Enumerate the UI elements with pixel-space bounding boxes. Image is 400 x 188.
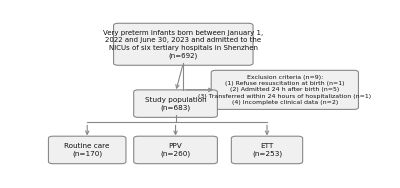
FancyBboxPatch shape	[231, 136, 303, 164]
FancyBboxPatch shape	[134, 136, 218, 164]
Text: Exclusion criteria (n=9):
(1) Refuse resuscitation at birth (n=1)
(2) Admitted 2: Exclusion criteria (n=9): (1) Refuse res…	[198, 75, 371, 105]
Text: Routine care
(n=170): Routine care (n=170)	[64, 143, 110, 157]
FancyBboxPatch shape	[134, 90, 218, 117]
FancyBboxPatch shape	[48, 136, 126, 164]
Text: PPV
(n=260): PPV (n=260)	[160, 143, 191, 157]
Text: Study population
(n=683): Study population (n=683)	[145, 97, 206, 111]
Text: ETT
(n=253): ETT (n=253)	[252, 143, 282, 157]
FancyBboxPatch shape	[114, 23, 253, 65]
Text: Very preterm infants born between January 1,
2022 and June 30, 2023 and admitted: Very preterm infants born between Januar…	[103, 30, 264, 59]
FancyBboxPatch shape	[211, 70, 358, 109]
